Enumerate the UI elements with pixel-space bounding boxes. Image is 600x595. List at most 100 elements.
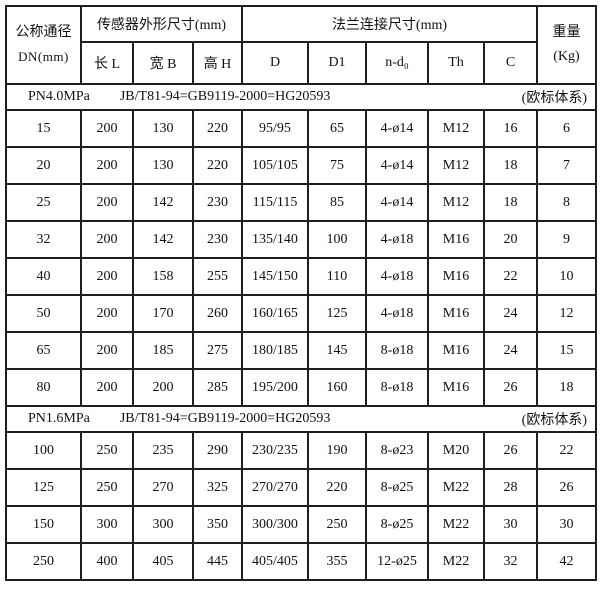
cell-dn: 40 (5, 257, 82, 296)
cell-height: 350 (192, 505, 243, 544)
cell-n-d0: 4-ø18 (365, 257, 429, 296)
section-cell: PN1.6MPa JB/T81-94=GB9119-2000=HG20593 (… (5, 405, 597, 433)
table-row: 15 200 130 220 95/95 65 4-ø14 M12 16 6 (5, 109, 597, 148)
section-standard: JB/T81-94=GB9119-2000=HG20593 (119, 89, 331, 104)
cell-width: 200 (132, 368, 194, 407)
header-length: 长 L (80, 41, 134, 85)
cell-c: 30 (483, 505, 538, 544)
cell-th: M12 (427, 146, 485, 185)
cell-th: M12 (427, 183, 485, 222)
cell-n-d0: 8-ø25 (365, 468, 429, 507)
cell-d: 180/185 (241, 331, 309, 370)
cell-dn: 150 (5, 505, 82, 544)
section-note: (欧标体系) (521, 413, 587, 428)
cell-length: 200 (80, 368, 134, 407)
cell-n-d0: 8-ø25 (365, 505, 429, 544)
cell-dn: 80 (5, 368, 82, 407)
cell-th: M16 (427, 257, 485, 296)
cell-weight: 26 (536, 468, 597, 507)
cell-length: 200 (80, 257, 134, 296)
table-row: 150 300 300 350 300/300 250 8-ø25 M22 30… (5, 505, 597, 544)
header-dn: 公称通径 DN(mm) (5, 5, 82, 85)
cell-dn: 32 (5, 220, 82, 259)
cell-length: 200 (80, 146, 134, 185)
cell-th: M22 (427, 468, 485, 507)
cell-n-d0: 8-ø18 (365, 368, 429, 407)
cell-d: 95/95 (241, 109, 309, 148)
cell-d: 195/200 (241, 368, 309, 407)
header-c: C (483, 41, 538, 85)
cell-weight: 10 (536, 257, 597, 296)
cell-weight: 8 (536, 183, 597, 222)
cell-width: 130 (132, 109, 194, 148)
cell-height: 285 (192, 368, 243, 407)
cell-d1: 250 (307, 505, 367, 544)
header-height: 高 H (192, 41, 243, 85)
table-row: 65 200 185 275 180/185 145 8-ø18 M16 24 … (5, 331, 597, 370)
table-row: 50 200 170 260 160/165 125 4-ø18 M16 24 … (5, 294, 597, 333)
cell-weight: 15 (536, 331, 597, 370)
cell-dn: 15 (5, 109, 82, 148)
cell-length: 200 (80, 294, 134, 333)
cell-width: 185 (132, 331, 194, 370)
header-dn-line2: DN(mm) (18, 49, 69, 64)
cell-length: 200 (80, 220, 134, 259)
cell-length: 200 (80, 183, 134, 222)
header-weight-line2: (Kg) (553, 49, 580, 64)
cell-c: 16 (483, 109, 538, 148)
cell-d: 160/165 (241, 294, 309, 333)
cell-d1: 110 (307, 257, 367, 296)
cell-length: 250 (80, 431, 134, 470)
table-row: 32 200 142 230 135/140 100 4-ø18 M16 20 … (5, 220, 597, 259)
cell-d1: 220 (307, 468, 367, 507)
cell-weight: 42 (536, 542, 597, 581)
cell-height: 220 (192, 146, 243, 185)
table-row: 25 200 142 230 115/115 85 4-ø14 M12 18 8 (5, 183, 597, 222)
cell-d1: 190 (307, 431, 367, 470)
cell-dn: 50 (5, 294, 82, 333)
cell-n-d0: 4-ø14 (365, 146, 429, 185)
cell-n-d0: 4-ø18 (365, 294, 429, 333)
cell-height: 255 (192, 257, 243, 296)
cell-width: 300 (132, 505, 194, 544)
cell-d: 405/405 (241, 542, 309, 581)
section-pressure: PN1.6MPa (28, 411, 90, 426)
cell-height: 230 (192, 183, 243, 222)
cell-d1: 145 (307, 331, 367, 370)
table-row: 20 200 130 220 105/105 75 4-ø14 M12 18 7 (5, 146, 597, 185)
cell-th: M12 (427, 109, 485, 148)
cell-weight: 12 (536, 294, 597, 333)
cell-dn: 20 (5, 146, 82, 185)
cell-d1: 160 (307, 368, 367, 407)
header-sensor-group: 传感器外形尺寸(mm) (80, 5, 243, 43)
cell-height: 445 (192, 542, 243, 581)
header-flange-group: 法兰连接尺寸(mm) (241, 5, 538, 43)
cell-height: 325 (192, 468, 243, 507)
cell-c: 20 (483, 220, 538, 259)
header-dn-line1: 公称通径 (15, 25, 72, 40)
section-row-pn16: PN1.6MPa JB/T81-94=GB9119-2000=HG20593 (… (5, 405, 597, 433)
cell-d1: 85 (307, 183, 367, 222)
cell-th: M16 (427, 220, 485, 259)
section-cell: PN4.0MPa JB/T81-94=GB9119-2000=HG20593 (… (5, 83, 597, 111)
section-row-pn40: PN4.0MPa JB/T81-94=GB9119-2000=HG20593 (… (5, 83, 597, 111)
cell-d1: 65 (307, 109, 367, 148)
cell-c: 18 (483, 146, 538, 185)
cell-th: M20 (427, 431, 485, 470)
cell-width: 405 (132, 542, 194, 581)
cell-weight: 22 (536, 431, 597, 470)
cell-width: 170 (132, 294, 194, 333)
cell-dn: 100 (5, 431, 82, 470)
cell-length: 200 (80, 331, 134, 370)
cell-length: 200 (80, 109, 134, 148)
cell-height: 230 (192, 220, 243, 259)
header-n-d0: n-d₀ (365, 41, 429, 85)
cell-width: 142 (132, 183, 194, 222)
table-row: 40 200 158 255 145/150 110 4-ø18 M16 22 … (5, 257, 597, 296)
cell-weight: 18 (536, 368, 597, 407)
cell-height: 260 (192, 294, 243, 333)
cell-width: 142 (132, 220, 194, 259)
cell-c: 24 (483, 331, 538, 370)
cell-weight: 6 (536, 109, 597, 148)
cell-n-d0: 4-ø14 (365, 109, 429, 148)
